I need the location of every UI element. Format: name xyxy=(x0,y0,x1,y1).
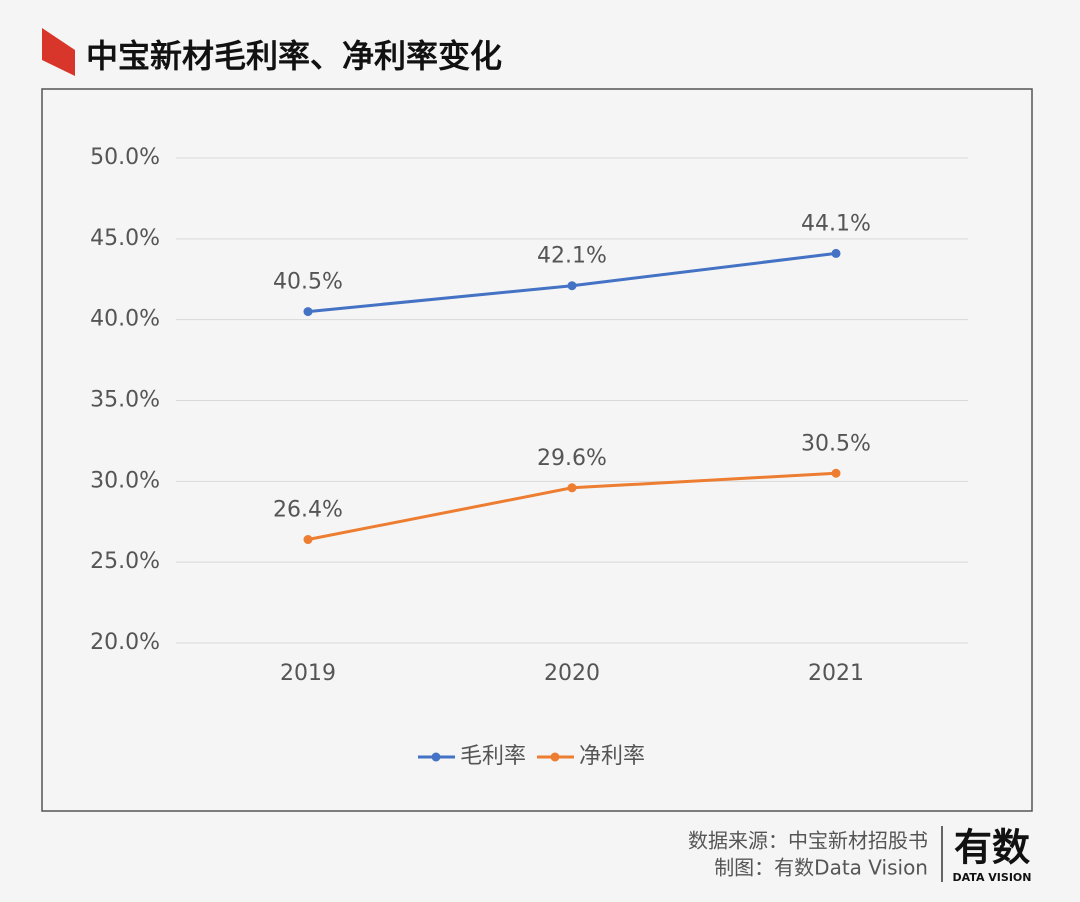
point xyxy=(831,248,841,258)
x-tick-label: 2021 xyxy=(808,661,864,686)
x-tick-label: 2020 xyxy=(544,661,600,686)
chart-frame xyxy=(41,88,1033,812)
point xyxy=(303,307,313,317)
value-label: 30.5% xyxy=(801,431,871,456)
legend-marker xyxy=(550,752,560,762)
logo-subtitle: DATA VISION xyxy=(953,871,1032,884)
legend-label: 毛利率 xyxy=(460,744,526,769)
value-label: 29.6% xyxy=(537,446,607,471)
y-tick-label: 50.0% xyxy=(90,145,160,170)
legend-label: 净利率 xyxy=(579,744,645,769)
value-label: 26.4% xyxy=(273,498,343,523)
logo: 有数 xyxy=(954,826,1030,870)
point xyxy=(567,281,577,291)
x-tick-label: 2019 xyxy=(280,661,336,686)
y-tick-label: 40.0% xyxy=(90,307,160,332)
chart-title: 中宝新材毛利率、净利率变化 xyxy=(86,37,502,75)
value-label: 40.5% xyxy=(273,270,343,295)
y-tick-label: 35.0% xyxy=(90,388,160,413)
source: 数据来源：中宝新材招股书 xyxy=(688,829,928,853)
point xyxy=(831,468,841,478)
legend-marker xyxy=(431,752,441,762)
value-label: 44.1% xyxy=(801,211,871,236)
y-tick-label: 20.0% xyxy=(90,630,160,655)
y-tick-label: 45.0% xyxy=(90,226,160,251)
value-label: 42.1% xyxy=(537,244,607,269)
y-tick-label: 25.0% xyxy=(90,549,160,574)
point xyxy=(567,483,577,493)
point xyxy=(303,535,313,545)
title-marker xyxy=(42,28,75,76)
credit: 制图：有数Data Vision xyxy=(714,856,928,880)
y-tick-label: 30.0% xyxy=(90,468,160,493)
